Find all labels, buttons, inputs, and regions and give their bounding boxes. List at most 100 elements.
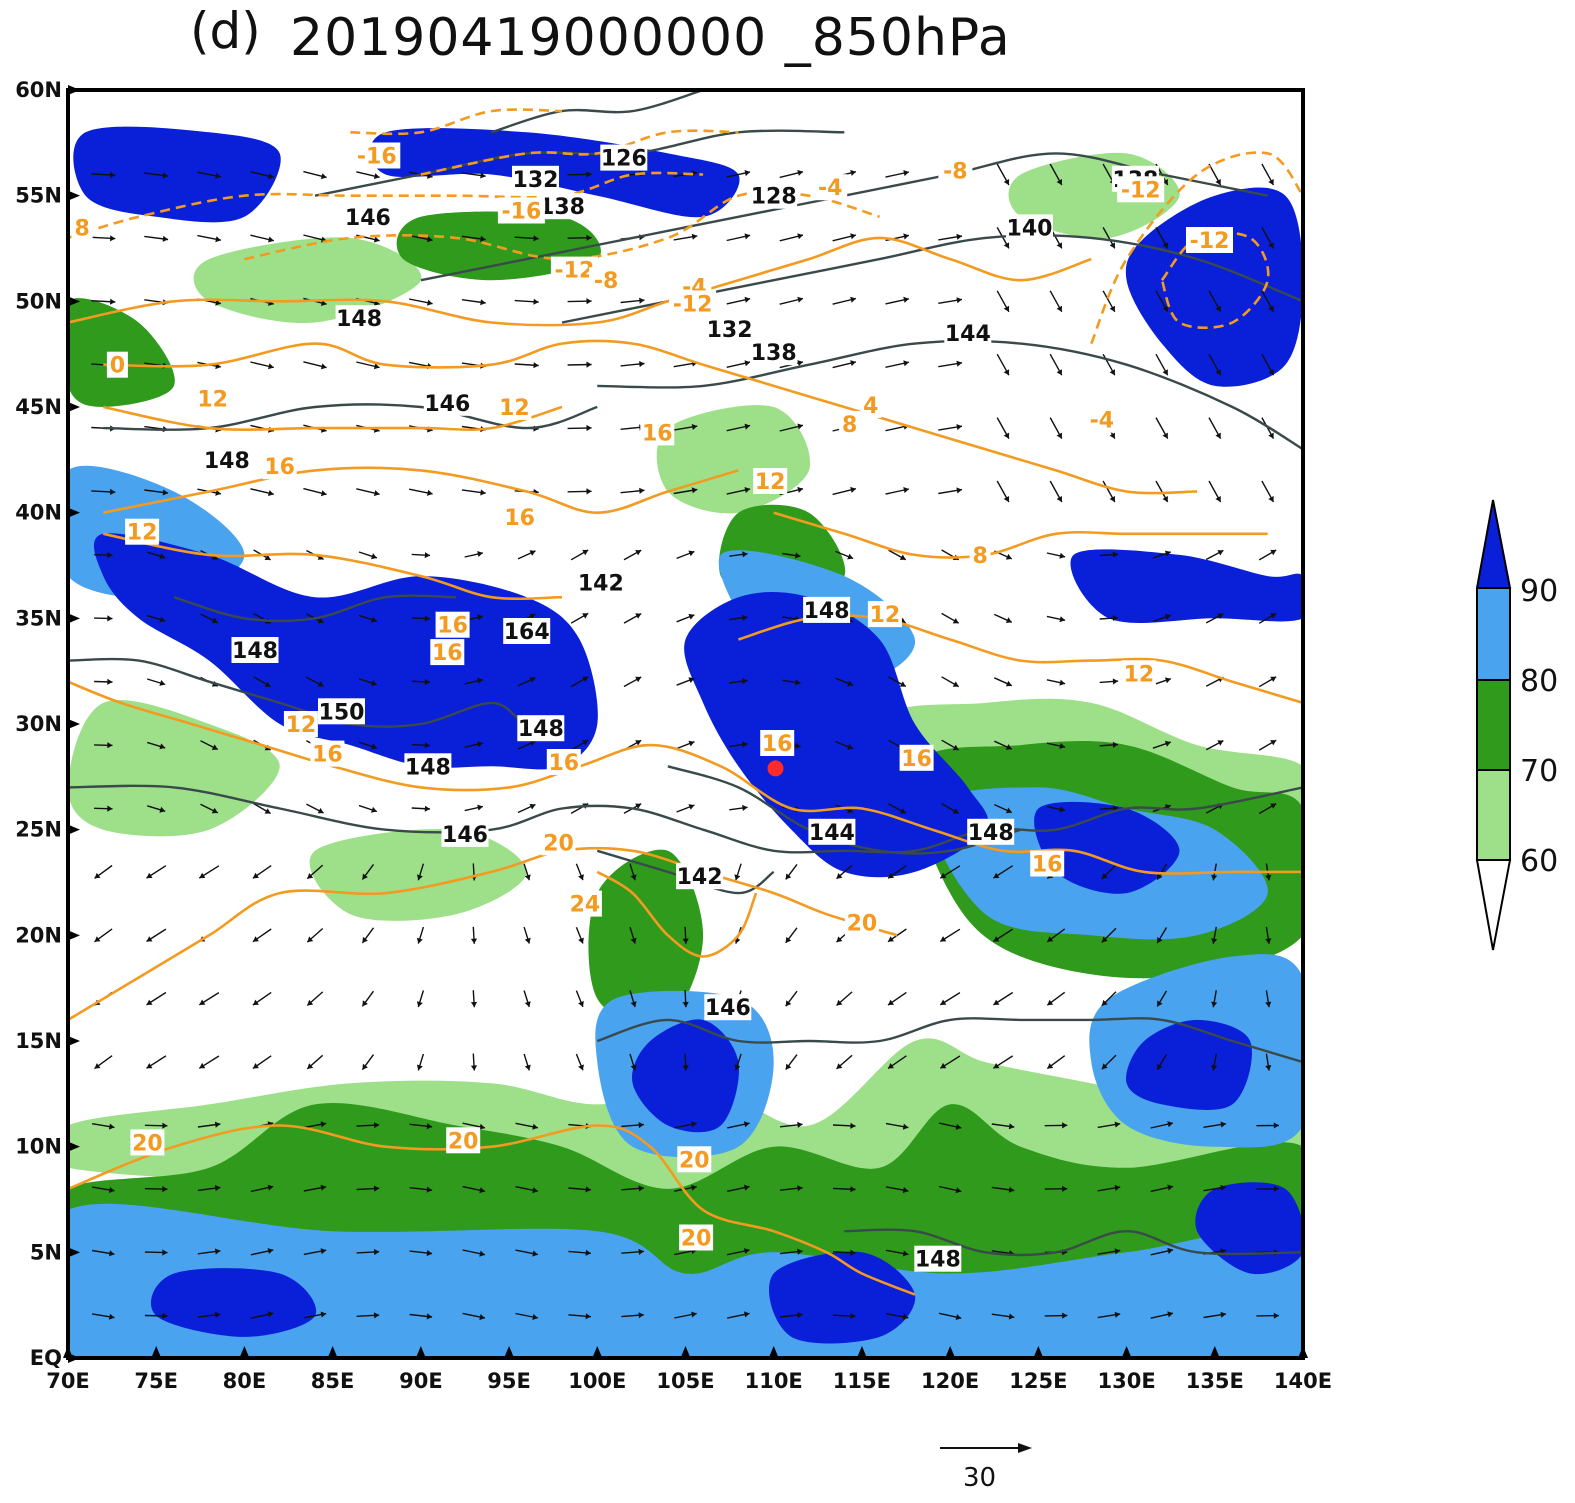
wind-vector (462, 1122, 486, 1130)
contour-label-text: 148 (405, 755, 451, 780)
wind-vector (1208, 290, 1222, 313)
wind-vector (514, 362, 539, 369)
wind-vector (682, 990, 689, 1008)
wind-vector (252, 991, 272, 1006)
colorbar-segment-70-80 (1476, 679, 1511, 771)
wind-vector (1044, 1312, 1068, 1319)
contour-label-box (1030, 850, 1065, 877)
contour-label-box (844, 909, 879, 936)
contour-label-box (283, 711, 318, 737)
wind-vector (197, 234, 222, 243)
wind-vector-head (268, 236, 274, 243)
wind-vector (306, 927, 324, 943)
wind-vector (94, 742, 113, 749)
wind-vector-head (199, 872, 206, 879)
wind-vector-head (691, 423, 698, 430)
wind-vector-head (638, 1248, 644, 1255)
wind-vector-head (899, 808, 906, 814)
wind-vector-head (1003, 179, 1010, 185)
wind-vector-head (529, 550, 536, 556)
wind-vector (779, 233, 804, 242)
lat-tick-mark (68, 1353, 80, 1363)
lon-tick-mark (327, 1346, 338, 1358)
wind-vector (306, 676, 324, 687)
wind-vector-head (94, 872, 101, 879)
wind-vector (356, 171, 380, 180)
wind-vector (1155, 353, 1169, 376)
wind-vector (200, 613, 219, 624)
wind-vector-head (1059, 679, 1066, 686)
wind-vector-head (903, 296, 909, 303)
wind-vector (461, 235, 486, 242)
wind-vector (835, 550, 854, 560)
wind-vector-head (744, 170, 751, 177)
wind-vector (146, 805, 166, 813)
wind-vector (888, 549, 907, 561)
wind-vector-head (424, 742, 430, 749)
wind-vector (941, 676, 960, 688)
contour-label-text: 16 (762, 732, 793, 757)
wind-vector (729, 614, 748, 621)
wind-vector-head (1270, 549, 1277, 556)
wind-vector-head (94, 936, 101, 942)
wind-vector-head (847, 743, 854, 750)
wind-vector (306, 1054, 324, 1070)
wind-vector-head (371, 553, 377, 560)
temperature-label: 16 (430, 639, 465, 666)
wind-vector (358, 614, 378, 623)
geopotential-label: 126 (600, 144, 648, 172)
wind-vector (1208, 163, 1222, 186)
temperature-contour-8 (773, 511, 1268, 559)
wind-vector-head (956, 487, 962, 494)
wind-vector-head (320, 1184, 327, 1191)
wind-vector (515, 1122, 539, 1130)
contour-label-box (71, 214, 93, 241)
wind-vector-head (955, 1187, 962, 1194)
lat-tick-mark (68, 1036, 80, 1046)
wind-vector (729, 551, 748, 558)
wind-vector (941, 612, 960, 624)
wind-vector-head (320, 363, 327, 370)
wind-vector-head (529, 613, 536, 620)
wind-vector (726, 423, 751, 432)
wind-vector (144, 1312, 168, 1319)
wind-vector (836, 1054, 853, 1070)
title-text: 20190419000000 _850hPa (290, 8, 1011, 68)
wind-vector-head (371, 680, 377, 686)
contour-label-box (353, 142, 401, 169)
wind-vector-head (836, 1063, 843, 1069)
wind-vector (409, 1123, 433, 1130)
wind-vector-head (888, 872, 894, 879)
wind-vector (303, 361, 327, 370)
colorbar-segment-60-70 (1476, 769, 1511, 861)
shade-90-7 (632, 1019, 739, 1133)
wind-vector (1203, 1311, 1227, 1319)
wind-vector-head (1008, 1123, 1015, 1130)
contour-label-text: -12 (1190, 229, 1230, 254)
temperature-contour-4 (103, 339, 1198, 495)
wind-vector (1099, 805, 1119, 812)
wind-vector-head (1157, 1000, 1163, 1007)
wind-vector (252, 1055, 272, 1070)
wind-vector-head (426, 1313, 433, 1320)
wind-vector (408, 488, 433, 496)
wind-vector-head (1162, 179, 1168, 185)
wind-vector-head (903, 170, 909, 177)
wind-vector-head (850, 296, 856, 303)
wind-vector (1099, 678, 1119, 685)
wind-vector-head (638, 1122, 644, 1129)
wind-vector-head (424, 678, 430, 685)
temperature-label: 16 (435, 611, 470, 639)
wind-vector (1150, 1184, 1174, 1193)
wind-vector (1261, 163, 1275, 186)
wind-vector-head (1047, 936, 1054, 942)
panel-label: (d) (190, 2, 261, 60)
wind-vector-head (214, 1248, 221, 1255)
contour-label-box (446, 1127, 481, 1154)
wind-vector-head (416, 1001, 423, 1007)
wind-vector-head (940, 936, 947, 942)
wind-vector-head (850, 1186, 856, 1193)
wind-vector (464, 551, 484, 558)
wind-vector (623, 612, 642, 624)
